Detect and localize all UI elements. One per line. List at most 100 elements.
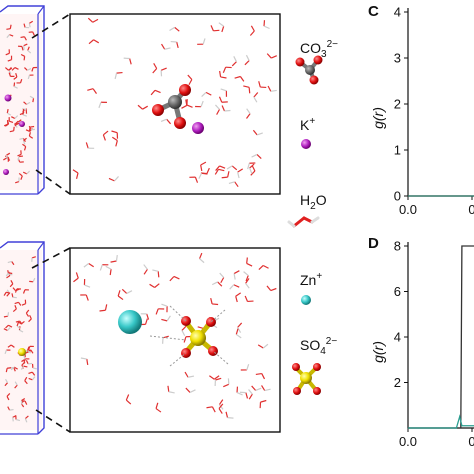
water-molecule bbox=[161, 303, 168, 313]
water-molecule bbox=[211, 281, 223, 287]
water-molecule bbox=[234, 75, 245, 82]
panel-letter-c: C bbox=[368, 3, 379, 20]
series-line bbox=[408, 414, 474, 429]
water-molecule bbox=[80, 357, 89, 366]
water-molecule bbox=[73, 272, 79, 283]
water-molecule bbox=[20, 365, 28, 370]
simulation-box-bottom bbox=[0, 241, 45, 435]
water-molecule bbox=[235, 328, 242, 339]
water-molecule bbox=[12, 305, 17, 312]
water-molecule bbox=[14, 301, 22, 306]
water-molecule bbox=[121, 288, 133, 295]
water-molecule bbox=[249, 25, 255, 36]
water-molecule bbox=[4, 67, 13, 71]
water-molecule bbox=[11, 293, 17, 299]
water-molecule bbox=[11, 67, 19, 71]
water-molecule bbox=[105, 265, 112, 276]
water-molecule bbox=[222, 66, 232, 73]
water-molecule bbox=[102, 130, 109, 141]
chart-panel-d: D g(r) 2 4 6 8 0.0 0 bbox=[368, 235, 474, 449]
water-molecule bbox=[185, 387, 196, 393]
water-molecule bbox=[214, 168, 225, 175]
water-molecule bbox=[27, 74, 34, 80]
water-molecule bbox=[209, 375, 220, 380]
water-molecule bbox=[214, 377, 222, 387]
water-molecule bbox=[3, 291, 11, 296]
y-tick-label: 2 bbox=[394, 97, 401, 112]
water-molecule bbox=[112, 136, 118, 147]
legend-label-water: H2O bbox=[300, 192, 327, 212]
water-molecule bbox=[87, 88, 97, 94]
water-molecule bbox=[206, 406, 216, 413]
legend-label-zinc: Zn+ bbox=[300, 271, 322, 288]
water-molecule bbox=[7, 344, 15, 348]
water-molecule bbox=[3, 120, 9, 127]
water-molecule bbox=[181, 325, 187, 337]
water-molecule bbox=[244, 54, 250, 66]
water-molecule bbox=[149, 283, 160, 289]
water-molecule bbox=[6, 109, 12, 116]
water-molecule bbox=[248, 389, 253, 400]
water-molecule bbox=[210, 297, 219, 306]
water-molecule bbox=[4, 378, 9, 387]
simulation-box-top bbox=[0, 5, 45, 195]
water-molecule bbox=[186, 99, 193, 108]
water-molecule bbox=[189, 176, 199, 183]
water-molecule bbox=[22, 108, 28, 114]
water-molecule bbox=[23, 101, 31, 105]
water-molecule bbox=[88, 39, 100, 45]
water-molecule bbox=[110, 254, 118, 263]
water-molecule bbox=[231, 56, 237, 67]
legend-top: CO32− K+ H2O bbox=[287, 39, 338, 228]
y-tick-label: 2 bbox=[394, 375, 401, 390]
water-molecule bbox=[247, 162, 256, 170]
water-molecule bbox=[28, 20, 34, 28]
water-molecule bbox=[197, 38, 206, 45]
water-molecule bbox=[160, 67, 167, 77]
water-molecule bbox=[155, 308, 165, 315]
water-molecule bbox=[229, 284, 240, 290]
carbonate-molecule bbox=[152, 84, 191, 129]
water-molecule bbox=[237, 168, 244, 179]
water-molecule bbox=[243, 85, 251, 94]
water-molecule bbox=[218, 96, 228, 103]
water-molecule bbox=[16, 78, 23, 84]
water-molecule bbox=[266, 285, 277, 292]
legend-label-sulfate: SO42− bbox=[300, 336, 337, 357]
water-molecule bbox=[233, 270, 240, 280]
water-molecule bbox=[18, 172, 23, 180]
water-molecule bbox=[28, 371, 36, 376]
water-molecule bbox=[31, 66, 38, 72]
water-molecule bbox=[21, 299, 27, 306]
water-molecule bbox=[7, 406, 14, 411]
potassium-ion bbox=[192, 122, 204, 134]
water-molecule bbox=[246, 108, 251, 119]
water-molecule bbox=[19, 109, 25, 116]
legend-icon-zinc bbox=[301, 295, 311, 305]
water-molecule bbox=[24, 415, 29, 423]
y-tick-label: 6 bbox=[394, 284, 401, 299]
water-molecule bbox=[162, 335, 169, 344]
water-molecule bbox=[4, 349, 11, 355]
water-molecule bbox=[5, 367, 12, 373]
water-molecule bbox=[21, 355, 26, 363]
water-molecule bbox=[184, 371, 195, 378]
water-molecule bbox=[199, 252, 205, 264]
water-molecule bbox=[123, 57, 132, 65]
water-molecule bbox=[226, 165, 238, 171]
water-molecule bbox=[85, 142, 95, 149]
water-molecule bbox=[161, 315, 171, 322]
water-molecule bbox=[218, 403, 224, 414]
water-molecule bbox=[7, 55, 13, 62]
water-molecule bbox=[6, 24, 12, 30]
legend-icon-potassium bbox=[301, 139, 311, 149]
water-molecule bbox=[253, 92, 259, 103]
water-molecule bbox=[169, 275, 180, 282]
x-tick-label: 0 bbox=[468, 202, 474, 217]
water-molecule bbox=[25, 309, 30, 317]
water-molecule bbox=[267, 85, 277, 92]
water-molecule bbox=[31, 256, 36, 262]
water-molecule bbox=[7, 260, 15, 266]
water-molecule bbox=[16, 322, 21, 330]
water-molecule bbox=[13, 82, 18, 89]
